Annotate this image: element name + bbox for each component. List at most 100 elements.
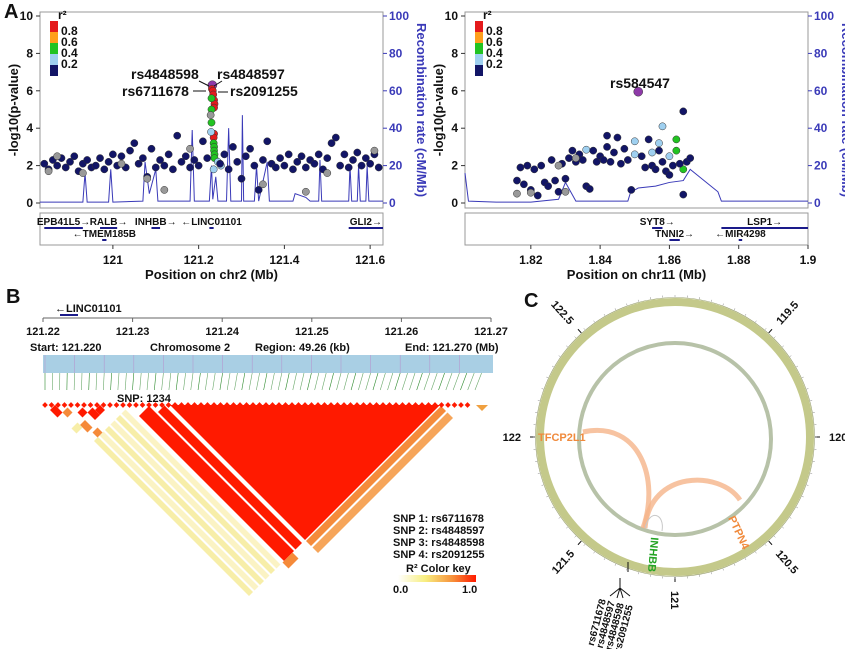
snp-mapping-line [242, 373, 245, 390]
snp-mapping-line [337, 373, 341, 390]
y2-tick-label: 40 [389, 121, 403, 135]
circos-tick [578, 329, 581, 333]
gene-label-inhbb: INHBB [645, 537, 660, 573]
snp-point [298, 153, 305, 160]
y-tick-label: 4 [26, 121, 33, 135]
circos-minor-tick [807, 388, 809, 389]
locuszoom-chr2: 0246810020406080100r²0.80.60.40.2EPB41L5… [6, 8, 429, 282]
snp-point [555, 188, 562, 195]
x-tick-label: 121.26 [385, 326, 419, 338]
snp-mapping-line [278, 373, 282, 390]
r2-legend-swatch [475, 32, 483, 43]
gene-label: TNNI2→ [655, 229, 694, 240]
circos-minor-tick [796, 507, 798, 508]
y2-tick-label: 40 [814, 121, 828, 135]
snp-mapping-line [227, 373, 230, 390]
snp-point [186, 164, 193, 171]
snp-diamond [439, 402, 445, 408]
snp-point [545, 183, 552, 190]
snp-mapping-line [271, 373, 274, 390]
y-tick-label: 8 [451, 46, 458, 60]
circos-minor-tick [615, 308, 616, 310]
snp-point [638, 153, 645, 160]
snp-point [341, 151, 348, 158]
circos-minor-tick [552, 366, 554, 367]
r2-legend-swatch [50, 32, 58, 43]
snp-point [324, 169, 331, 176]
snp-mapping-line [169, 373, 171, 390]
snp-mapping-line [388, 373, 393, 390]
x-tick-label: 121 [103, 253, 123, 267]
y-tick-label: 0 [451, 196, 458, 210]
r2-legend-label: 0.2 [486, 57, 503, 71]
r2-legend-title: r² [483, 8, 492, 22]
snp-diamond [452, 402, 458, 408]
locuszoom-chr11: 0246810020406080100r²0.80.60.40.2SYT8→LS… [431, 8, 845, 282]
snp-mapping-line [140, 373, 141, 390]
snp-mapping-line [409, 373, 415, 390]
gene-label-ptpn4: PTPN4 [725, 514, 751, 552]
snp-point [251, 162, 258, 169]
snp-point [238, 175, 245, 182]
snp-point [648, 149, 655, 156]
snp-mapping-line [103, 373, 104, 390]
y-axis-label: -log10(p-value) [431, 64, 446, 156]
snp-point [666, 153, 673, 160]
snp-point [302, 164, 309, 171]
snp-point [673, 136, 680, 143]
circos-tick-label: 120.5 [773, 548, 800, 576]
snp-mapping-line [205, 373, 207, 390]
snp-point [603, 143, 610, 150]
snp-diamond [62, 402, 68, 408]
snp-mapping-line [118, 373, 119, 390]
snp-mapping-line [431, 373, 437, 390]
snp-list-4: SNP 4: rs2091255 [393, 549, 485, 561]
snp-mapping-line [315, 373, 319, 390]
snp-point [281, 162, 288, 169]
snp-point [131, 140, 138, 147]
snp-point [204, 155, 211, 162]
gene-label: INHBB→ [135, 217, 177, 228]
color-key-max: 1.0 [462, 584, 477, 596]
snp-point [96, 155, 103, 162]
snp-diamond [445, 402, 451, 408]
snp-point [652, 166, 659, 173]
y-tick-label: 6 [451, 84, 458, 98]
snp-point [642, 164, 649, 171]
gene-label: RALB→ [90, 217, 128, 228]
circos-minor-tick [638, 300, 639, 302]
r2-legend-title: r² [58, 8, 67, 22]
snp-point [45, 168, 52, 175]
snp-mapping-line [147, 373, 149, 390]
snp-point [527, 189, 534, 196]
snp-mapping-line [234, 373, 237, 390]
ld-block [72, 423, 83, 434]
snp-point [349, 156, 356, 163]
color-key-title: R² Color key [406, 563, 472, 575]
y2-tick-label: 80 [389, 46, 403, 60]
snp-diamond [68, 402, 74, 408]
x-tick-label: 121.4 [269, 253, 299, 267]
circos-tick-label: 121.5 [550, 548, 577, 576]
circos-minor-tick [542, 388, 544, 389]
snp-point [666, 171, 673, 178]
x-tick-label: 121.6 [355, 253, 385, 267]
snp-point [687, 155, 694, 162]
snp-mapping-line [286, 373, 290, 390]
circos-minor-tick [711, 572, 712, 574]
gene-bar [60, 314, 78, 316]
snp-point [520, 181, 527, 188]
snp-mapping-line [380, 373, 385, 390]
snp-point [289, 166, 296, 173]
snp-point [92, 162, 99, 169]
snp-point [324, 155, 331, 162]
circos-minor-tick [559, 356, 561, 357]
snp-list-2: SNP 2: rs4848597 [393, 525, 485, 537]
snp-point [161, 186, 168, 193]
snp-diamond [75, 402, 81, 408]
snp-mapping-line [249, 373, 252, 390]
circos-minor-tick [615, 564, 616, 566]
x-tick-label: 1.84 [588, 253, 612, 267]
circos-minor-tick [575, 536, 576, 537]
r2-legend-swatch [475, 65, 483, 76]
